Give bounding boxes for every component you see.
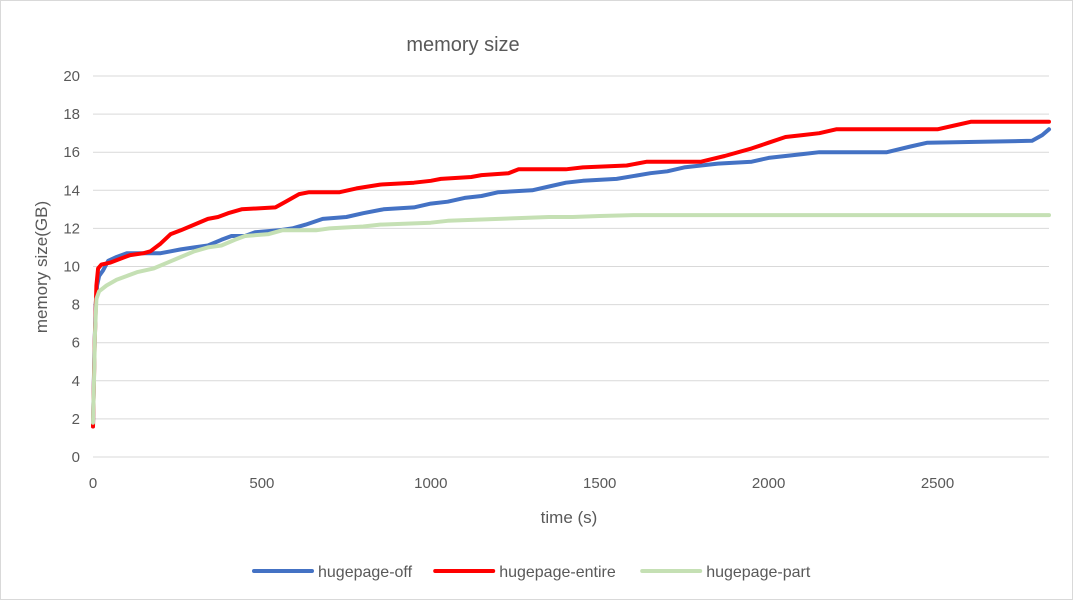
x-axis-title: time (s) — [541, 508, 598, 527]
x-axis-ticks: 0 500 1000 1500 2000 2500 — [89, 475, 954, 492]
x-tick-label: 2000 — [752, 475, 785, 492]
series-line-hugepage-off — [91, 127, 1051, 429]
y-tick-label: 18 — [63, 106, 80, 123]
y-tick-label: 8 — [72, 297, 80, 314]
x-tick-label: 0 — [89, 475, 97, 492]
y-tick-label: 6 — [72, 335, 80, 352]
x-tick-label: 1500 — [583, 475, 616, 492]
x-tick-label: 1000 — [414, 475, 447, 492]
y-axis-title: memory size(GB) — [32, 201, 51, 333]
series-line-hugepage-entire — [91, 119, 1051, 429]
series-lines — [91, 119, 1051, 429]
y-tick-label: 2 — [72, 411, 80, 428]
x-tick-label: 2500 — [921, 475, 954, 492]
y-tick-label: 14 — [63, 182, 80, 199]
legend-item-hugepage-part: hugepage-part — [640, 564, 811, 581]
legend-label: hugepage-entire — [499, 564, 616, 581]
legend: hugepage-off hugepage-entire hugepage-part — [252, 564, 811, 581]
y-tick-label: 4 — [72, 373, 80, 390]
x-tick-label: 500 — [249, 475, 274, 492]
y-tick-label: 0 — [72, 449, 80, 466]
chart-title: memory size — [406, 34, 519, 56]
y-tick-label: 16 — [63, 144, 80, 161]
legend-label: hugepage-part — [706, 564, 811, 581]
legend-item-hugepage-off: hugepage-off — [252, 564, 413, 581]
series-line-hugepage-part — [91, 213, 1051, 425]
y-axis-ticks: 0 2 4 6 8 10 12 14 16 18 20 — [63, 68, 80, 466]
legend-item-hugepage-entire: hugepage-entire — [433, 564, 616, 581]
legend-label: hugepage-off — [318, 564, 413, 581]
gridlines — [93, 75, 1049, 458]
y-tick-label: 20 — [63, 68, 80, 85]
y-tick-label: 12 — [63, 220, 80, 237]
y-tick-label: 10 — [63, 259, 80, 276]
